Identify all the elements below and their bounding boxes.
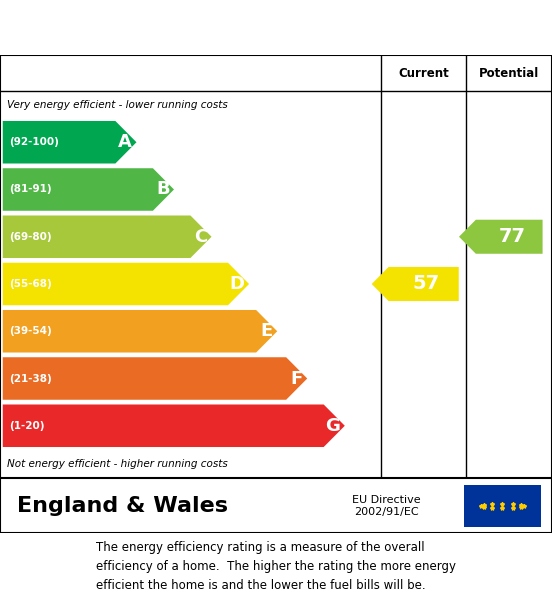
Text: 57: 57 — [413, 275, 440, 294]
Polygon shape — [3, 121, 136, 164]
Bar — [464, 485, 541, 527]
Polygon shape — [459, 219, 543, 254]
Text: E: E — [261, 322, 273, 340]
Text: B: B — [156, 180, 169, 199]
Text: Very energy efficient - lower running costs: Very energy efficient - lower running co… — [7, 100, 227, 110]
Polygon shape — [371, 267, 459, 301]
Polygon shape — [3, 310, 277, 352]
Polygon shape — [3, 168, 174, 211]
Text: (69-80): (69-80) — [9, 232, 52, 242]
Text: Not energy efficient - higher running costs: Not energy efficient - higher running co… — [7, 459, 227, 469]
Text: (92-100): (92-100) — [9, 137, 59, 147]
Text: Potential: Potential — [479, 67, 539, 80]
Text: (1-20): (1-20) — [9, 421, 45, 431]
Text: (39-54): (39-54) — [9, 326, 52, 337]
Text: C: C — [194, 228, 207, 246]
Text: F: F — [290, 370, 303, 387]
Text: 77: 77 — [498, 227, 526, 246]
Polygon shape — [3, 216, 211, 258]
Text: D: D — [230, 275, 245, 293]
Text: A: A — [118, 133, 132, 151]
Text: England & Wales: England & Wales — [17, 496, 227, 516]
Text: EU Directive
2002/91/EC: EU Directive 2002/91/EC — [352, 495, 421, 517]
Text: (81-91): (81-91) — [9, 185, 52, 194]
Polygon shape — [3, 405, 345, 447]
Text: Energy Efficiency Rating: Energy Efficiency Rating — [17, 16, 380, 42]
Text: (55-68): (55-68) — [9, 279, 52, 289]
Text: (21-38): (21-38) — [9, 373, 52, 384]
Text: Current: Current — [399, 67, 449, 80]
Text: G: G — [326, 417, 341, 435]
Polygon shape — [3, 263, 249, 305]
Polygon shape — [3, 357, 307, 400]
Text: The energy efficiency rating is a measure of the overall
efficiency of a home.  : The energy efficiency rating is a measur… — [96, 541, 456, 592]
